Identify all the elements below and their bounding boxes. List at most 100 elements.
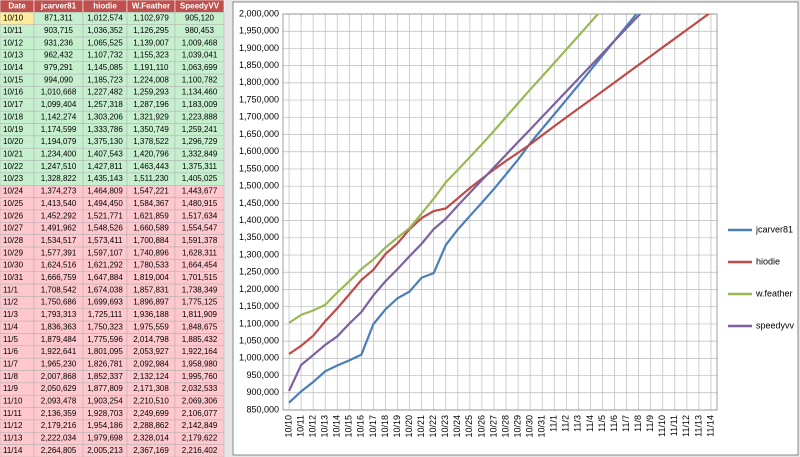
cell-text: 2,093,478: [41, 397, 77, 406]
cell-text: 1,259,241: [182, 125, 218, 134]
x-tick-label: 10/13: [320, 415, 330, 438]
cell-text: 10/25: [3, 199, 24, 208]
x-tick-label: 11/8: [633, 415, 643, 432]
cell-text: 1,811,909: [182, 310, 218, 319]
cell-text: 1,848,675: [182, 322, 218, 331]
cell-text: 1,521,771: [87, 211, 123, 220]
y-tick-label: 1,150,000: [239, 301, 279, 311]
cell-text: 10/29: [3, 248, 24, 257]
cell-text: 1,145,085: [87, 63, 123, 72]
cell-text: 10/11: [3, 26, 23, 35]
cell-text: 10/19: [3, 125, 24, 134]
cell-text: 1,480,915: [182, 199, 218, 208]
cell-text: 1,511,230: [134, 174, 170, 183]
cell-text: 1,922,164: [182, 347, 218, 356]
cell-text: 10/13: [3, 51, 24, 60]
cell-text: 1,621,292: [87, 261, 123, 270]
cell-text: 1,100,782: [182, 75, 218, 84]
header-text: SpeedyVV: [180, 1, 220, 10]
y-tick-label: 1,700,000: [239, 112, 279, 122]
cell-text: 962,432: [44, 51, 73, 60]
x-tick-label: 11/13: [693, 415, 703, 437]
x-tick-label: 11/10: [657, 415, 667, 437]
cell-text: 10/14: [3, 63, 24, 72]
cell-text: 980,453: [185, 26, 214, 35]
y-tick-label: 950,000: [246, 370, 279, 380]
legend-label: speedyvv: [756, 320, 795, 330]
cell-text: 2,222,034: [41, 434, 77, 443]
cell-text: 2,249,699: [133, 409, 169, 418]
cell-text: 1,413,540: [41, 199, 77, 208]
header-text: hiodie: [93, 1, 117, 10]
cell-text: 1,374,273: [41, 187, 77, 196]
cell-text: 1,591,378: [182, 236, 218, 245]
x-tick-label: 10/19: [392, 415, 402, 438]
x-tick-label: 11/9: [645, 415, 655, 432]
cell-text: 2,328,014: [133, 434, 169, 443]
cell-text: 10/27: [3, 224, 24, 233]
cell-text: 871,311: [44, 14, 73, 23]
plot-border: [282, 13, 718, 411]
series-line: [288, 14, 638, 404]
cell-text: 2,007,868: [41, 372, 77, 381]
cell-text: 2,005,213: [87, 446, 123, 455]
cell-text: 1,928,703: [87, 409, 123, 418]
cell-text: 1,877,809: [87, 384, 123, 393]
cell-text: 1,494,450: [87, 199, 123, 208]
cell-text: 1,065,525: [87, 38, 123, 47]
cell-text: 1,333,786: [87, 125, 123, 134]
cell-text: 1,375,130: [87, 137, 123, 146]
cell-text: 1,328,822: [41, 174, 77, 183]
cell-text: 1,664,454: [182, 261, 218, 270]
cell-text: 1,647,884: [87, 273, 123, 282]
cell-text: 1,287,196: [133, 100, 169, 109]
x-tick-label: 10/17: [368, 415, 378, 438]
cell-text: 1,699,693: [87, 298, 123, 307]
cell-text: 1,660,589: [133, 224, 169, 233]
cell-text: 1,420,796: [133, 150, 169, 159]
cell-text: 11/2: [3, 298, 19, 307]
cell-text: 1,628,311: [182, 248, 218, 257]
cell-text: 1,573,411: [88, 236, 124, 245]
cell-text: 1,547,221: [133, 187, 169, 196]
cell-text: 1,234,400: [41, 150, 77, 159]
cell-text: 1,009,468: [182, 38, 218, 47]
cell-text: 1,597,107: [87, 248, 123, 257]
x-tick-label: 10/20: [404, 415, 414, 438]
cell-text: 1,738,349: [182, 285, 218, 294]
cell-text: 1,378,522: [133, 137, 169, 146]
x-tick-label: 10/27: [488, 415, 498, 438]
y-tick-label: 850,000: [246, 404, 279, 414]
y-tick-label: 1,000,000: [239, 353, 279, 363]
y-tick-label: 900,000: [246, 387, 279, 397]
cell-text: 1,259,293: [133, 88, 169, 97]
x-tick-label: 10/31: [537, 415, 547, 438]
cell-text: 2,367,169: [133, 446, 169, 455]
cell-text: 11/7: [3, 359, 19, 368]
cell-text: 905,120: [185, 14, 214, 23]
x-tick-label: 11/12: [681, 415, 691, 437]
y-tick-label: 1,550,000: [239, 163, 279, 173]
cell-text: 1,750,323: [87, 322, 123, 331]
cell-text: 11/4: [3, 322, 19, 331]
x-tick-label: 10/22: [428, 415, 438, 438]
cell-text: 1,666,759: [41, 273, 77, 282]
cell-text: 11/1: [3, 285, 19, 294]
y-tick-label: 1,450,000: [239, 198, 279, 208]
y-tick-label: 1,650,000: [239, 129, 279, 139]
cell-text: 1,257,318: [87, 100, 123, 109]
y-tick-label: 1,050,000: [239, 336, 279, 346]
y-tick-label: 1,500,000: [239, 181, 279, 191]
y-tick-label: 1,100,000: [239, 318, 279, 328]
cell-text: 1,896,897: [133, 298, 169, 307]
cell-text: 2,136,359: [41, 409, 77, 418]
cell-bg: [174, 444, 225, 457]
cell-text: 1,102,979: [133, 14, 169, 23]
cell-text: 1,852,337: [87, 372, 123, 381]
cell-text: 2,092,984: [133, 359, 169, 368]
cell-text: 1,857,831: [133, 285, 169, 294]
x-tick-label: 10/16: [356, 415, 366, 438]
cell-text: 1,725,111: [88, 310, 123, 319]
cell-text: 1,443,677: [182, 187, 218, 196]
cell-text: 1,979,698: [87, 434, 123, 443]
